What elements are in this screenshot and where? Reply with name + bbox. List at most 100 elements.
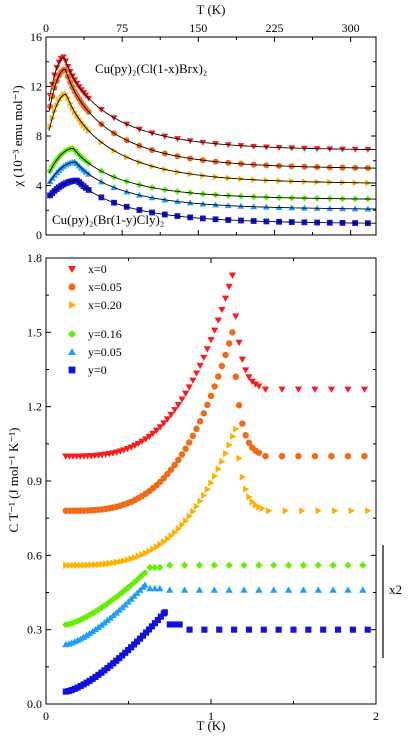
heat-capacity-point (151, 620, 158, 627)
heat-capacity-point (219, 457, 226, 466)
fit-line (48, 147, 376, 200)
heat-capacity-point (295, 452, 302, 460)
y-tick-label: 12 (30, 80, 42, 94)
chi-point (326, 205, 334, 212)
heat-capacity-point (275, 626, 282, 633)
heat-capacity-point (261, 386, 270, 393)
heat-capacity-point (348, 507, 355, 515)
heat-capacity-point (195, 586, 204, 593)
heat-capacity-point (255, 383, 263, 390)
legend-marker (68, 330, 76, 338)
heat-capacity-point (299, 586, 307, 593)
heat-capacity-point (294, 386, 303, 393)
heat-capacity-point (103, 600, 111, 608)
heat-capacity-point (200, 354, 208, 362)
heat-capacity-point (135, 552, 142, 560)
heat-capacity-point (251, 381, 260, 388)
heat-capacity-point (106, 559, 113, 568)
heat-capacity-point (127, 444, 135, 451)
heat-capacity-point (260, 626, 267, 633)
heat-capacity-point (327, 386, 336, 393)
x-tick-label: 0 (43, 709, 49, 723)
heat-capacity-point (332, 507, 339, 515)
scale-bar-label: x2 (389, 582, 402, 597)
heat-capacity-point (193, 425, 200, 433)
heat-capacity-point (215, 373, 222, 380)
y-tick-label: 16 (30, 30, 42, 44)
heat-capacity-point (193, 502, 201, 511)
heat-capacity-point (359, 561, 367, 569)
y-tick-label: 0.3 (27, 623, 42, 637)
heat-capacity-point (262, 452, 269, 460)
heat-capacity-point (315, 507, 322, 515)
heat-capacity-point (242, 485, 250, 493)
heat-capacity-point (167, 411, 175, 419)
heat-capacity-point (328, 452, 335, 460)
heat-capacity-point (229, 329, 236, 336)
bottom-x-axis-label: T (K) (196, 718, 225, 733)
x-tick-label: 2 (373, 709, 379, 723)
heat-capacity-point (175, 525, 182, 533)
chi-point (224, 202, 232, 209)
heat-capacity-point (270, 561, 278, 569)
heat-capacity-point (149, 430, 157, 438)
heat-capacity-point (361, 452, 368, 460)
heat-capacity-panel: 0 1 2 0.0 0.3 0.6 0.9 1.2 1.5 1.8 x=0 x=0.05 x=0.20… (6, 251, 402, 733)
heat-capacity-point (211, 327, 219, 334)
heat-capacity-point (163, 416, 172, 423)
heat-capacity-point (195, 561, 204, 569)
heat-capacity-point (200, 410, 207, 417)
heat-capacity-point (142, 629, 150, 636)
heat-capacity-point (121, 586, 129, 594)
legend-marker (68, 266, 76, 273)
legend-label: x=0.20 (88, 298, 122, 312)
heat-capacity-point (218, 306, 226, 314)
bottom-y-axis-label: C T⁻¹ (J mol⁻¹ K⁻¹) (6, 428, 21, 533)
heat-capacity-point (134, 440, 142, 448)
heat-capacity-point (245, 626, 253, 633)
heat-capacity-point (176, 621, 183, 628)
heat-capacity-point (148, 623, 155, 630)
heat-capacity-point (334, 626, 342, 633)
top-data (46, 54, 377, 227)
heat-capacity-point (150, 545, 157, 553)
heat-capacity-point (210, 561, 218, 569)
heat-capacity-point (228, 272, 237, 279)
heat-capacity-point (235, 402, 243, 409)
heat-capacity-point (133, 576, 141, 584)
heat-capacity-point (225, 283, 233, 291)
heat-capacity-point (255, 586, 263, 593)
fit-line (48, 68, 377, 169)
heat-capacity-point (131, 442, 139, 450)
top-axes: 0 75 150 225 300 0 4 8 12 16 (30, 21, 376, 242)
top-y-axis-label: χ (10⁻³ emu mol⁻¹) (10, 85, 25, 187)
heat-capacity-point (249, 498, 256, 506)
y-tick-label: 0.6 (27, 548, 42, 562)
heat-capacity-point (113, 558, 121, 566)
heat-capacity-point (226, 441, 233, 449)
x-tick-label: 300 (342, 21, 360, 35)
heat-capacity-point (207, 392, 215, 400)
heat-capacity-point (364, 626, 371, 633)
heat-capacity-point (181, 390, 190, 397)
heat-capacity-point (359, 586, 367, 593)
heat-capacity-point (240, 561, 248, 569)
legend-label: y=0 (88, 363, 107, 377)
heat-capacity-point (278, 452, 286, 460)
legend-marker (68, 348, 76, 355)
heat-capacity-point (196, 418, 204, 425)
chi-point (199, 139, 207, 146)
heat-capacity-point (81, 561, 88, 569)
chi-point (186, 199, 194, 206)
heat-capacity-point (211, 383, 218, 390)
heat-capacity-point (109, 595, 117, 603)
fit-line (48, 161, 376, 210)
heat-capacity-point (215, 465, 222, 473)
legend-label: y=0.05 (88, 345, 122, 359)
heat-capacity-point (259, 504, 266, 512)
heat-capacity-point (186, 626, 193, 633)
heat-capacity-point (299, 561, 307, 569)
top-x-axis-label: T (K) (196, 2, 225, 17)
heat-capacity-point (121, 557, 128, 565)
heat-capacity-point (181, 561, 189, 569)
